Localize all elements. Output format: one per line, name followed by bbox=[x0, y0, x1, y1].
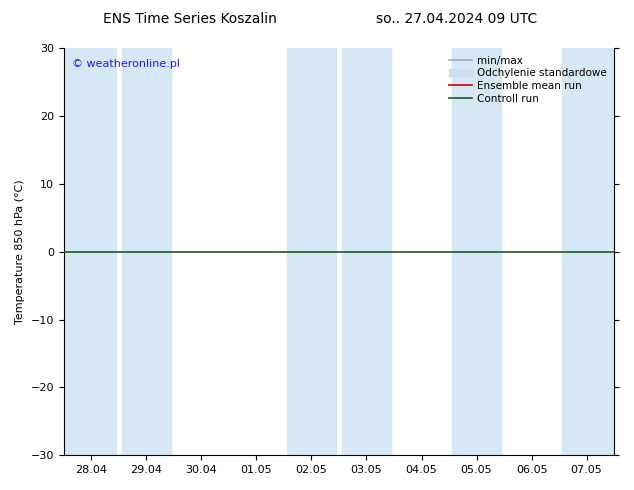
Text: © weatheronline.pl: © weatheronline.pl bbox=[72, 59, 180, 69]
Bar bbox=[452, 49, 501, 455]
Legend: min/max, Odchylenie standardowe, Ensemble mean run, Controll run: min/max, Odchylenie standardowe, Ensembl… bbox=[447, 53, 609, 105]
Bar bbox=[122, 49, 171, 455]
Bar bbox=[64, 49, 116, 455]
Text: so.. 27.04.2024 09 UTC: so.. 27.04.2024 09 UTC bbox=[376, 12, 537, 26]
Text: ENS Time Series Koszalin: ENS Time Series Koszalin bbox=[103, 12, 277, 26]
Y-axis label: Temperature 850 hPa (°C): Temperature 850 hPa (°C) bbox=[15, 179, 25, 324]
Bar bbox=[287, 49, 336, 455]
Bar bbox=[342, 49, 391, 455]
Bar bbox=[562, 49, 614, 455]
